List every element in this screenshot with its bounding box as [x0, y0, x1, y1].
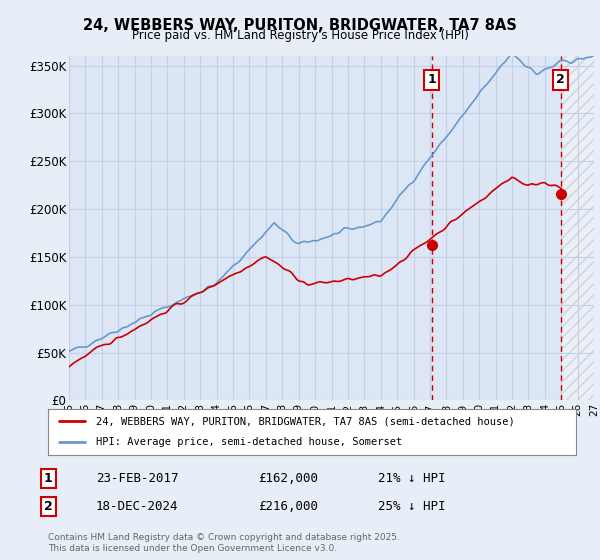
Text: 24, WEBBERS WAY, PURITON, BRIDGWATER, TA7 8AS: 24, WEBBERS WAY, PURITON, BRIDGWATER, TA…: [83, 18, 517, 33]
Bar: [561, 56, 594, 400]
Text: 25% ↓ HPI: 25% ↓ HPI: [378, 500, 445, 514]
Text: £216,000: £216,000: [258, 500, 318, 514]
Text: Price paid vs. HM Land Registry's House Price Index (HPI): Price paid vs. HM Land Registry's House …: [131, 29, 469, 42]
Text: 1: 1: [428, 73, 436, 86]
Text: £162,000: £162,000: [258, 472, 318, 486]
Text: 2: 2: [44, 500, 52, 514]
Text: 2: 2: [556, 73, 565, 86]
Text: 24, WEBBERS WAY, PURITON, BRIDGWATER, TA7 8AS (semi-detached house): 24, WEBBERS WAY, PURITON, BRIDGWATER, TA…: [95, 416, 514, 426]
Text: 23-FEB-2017: 23-FEB-2017: [96, 472, 179, 486]
Text: 1: 1: [44, 472, 52, 486]
Text: 21% ↓ HPI: 21% ↓ HPI: [378, 472, 445, 486]
Text: HPI: Average price, semi-detached house, Somerset: HPI: Average price, semi-detached house,…: [95, 437, 402, 447]
Text: 18-DEC-2024: 18-DEC-2024: [96, 500, 179, 514]
Text: Contains HM Land Registry data © Crown copyright and database right 2025.
This d: Contains HM Land Registry data © Crown c…: [48, 533, 400, 553]
